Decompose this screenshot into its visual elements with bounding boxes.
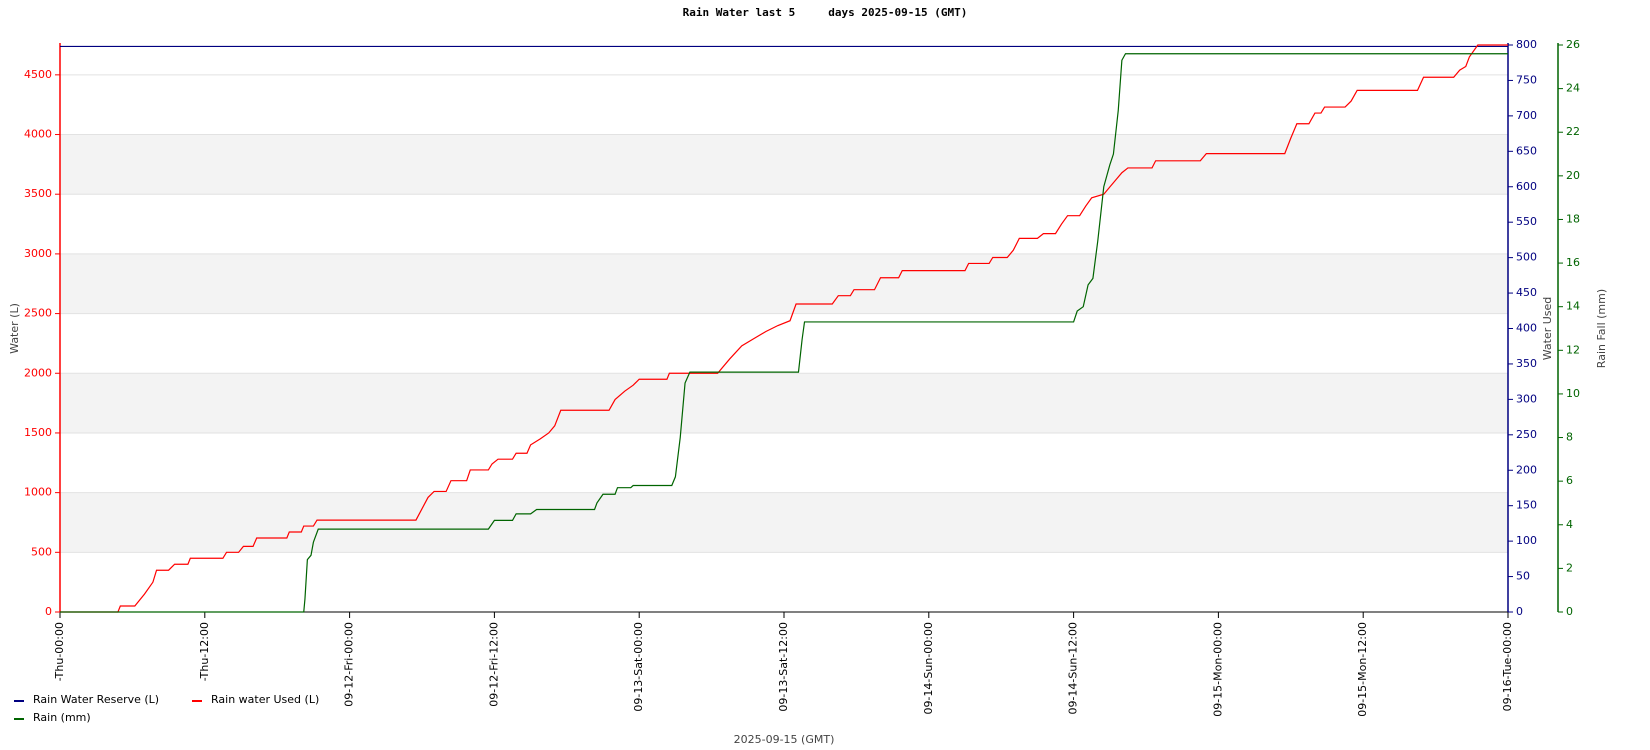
x-tick-label: -Thu-12:00 [198, 622, 211, 681]
series-line [60, 53, 1508, 613]
y-tick-label: 1000 [24, 486, 52, 499]
y2-tick-label: 100 [1516, 534, 1537, 547]
y3-tick-label: 10 [1566, 387, 1580, 400]
y3-tick-label: 2 [1566, 561, 1573, 574]
y2-tick-label: 350 [1516, 357, 1537, 370]
x-tick-label: 09-15-Mon-12:00 [1356, 622, 1369, 717]
legend-label: Rain water Used (L) [211, 693, 319, 706]
y2-tick-label: 450 [1516, 286, 1537, 299]
y3-tick-label: 12 [1566, 343, 1580, 356]
x-axis-title: 2025-09-15 (GMT) [734, 733, 835, 746]
y-axis-title: Water (L) [8, 303, 21, 354]
y-tick-label: 1500 [24, 426, 52, 439]
y-tick-label: 500 [31, 545, 52, 558]
y2-tick-label: 400 [1516, 322, 1537, 335]
grid-band [60, 134, 1508, 195]
y2-tick-label: 250 [1516, 428, 1537, 441]
legend-label: Rain (mm) [33, 711, 91, 724]
y3-tick-label: 22 [1566, 125, 1580, 138]
y3-tick-label: 16 [1566, 256, 1580, 269]
x-tick-label: 09-12-Fri-12:00 [487, 622, 500, 707]
y3-tick-label: 0 [1566, 605, 1573, 618]
y3-tick-label: 20 [1566, 169, 1580, 182]
y2-tick-label: 800 [1516, 38, 1537, 51]
y2-tick-label: 200 [1516, 463, 1537, 476]
y-tick-label: 2000 [24, 366, 52, 379]
grid-band [60, 373, 1508, 433]
y-tick-label: 0 [45, 605, 52, 618]
y3-tick-label: 24 [1566, 82, 1580, 95]
y3-tick-label: 18 [1566, 212, 1580, 225]
y2-tick-label: 150 [1516, 499, 1537, 512]
y-tick-label: 4000 [24, 128, 52, 141]
grid-band [60, 492, 1508, 553]
y2-tick-label: 0 [1516, 605, 1523, 618]
y3-tick-label: 14 [1566, 300, 1580, 313]
y3-tick-label: 26 [1566, 38, 1580, 51]
y2-tick-label: 750 [1516, 73, 1537, 86]
y2-tick-label: 50 [1516, 570, 1530, 583]
y3-tick-label: 8 [1566, 431, 1573, 444]
y2-tick-label: 300 [1516, 392, 1537, 405]
y3-tick-label: 6 [1566, 474, 1573, 487]
y2-tick-label: 700 [1516, 109, 1537, 122]
x-tick-label: 09-13-Sat-12:00 [777, 622, 790, 712]
x-tick-label: 09-13-Sat-00:00 [632, 622, 645, 712]
y-tick-label: 3000 [24, 247, 52, 260]
y-tick-label: 3500 [24, 187, 52, 200]
legend-label: Rain Water Reserve (L) [33, 693, 159, 706]
grid-band [60, 253, 1508, 314]
y2-tick-label: 650 [1516, 144, 1537, 157]
chart-title: Rain Water last 5 days 2025-09-15 (GMT) [683, 6, 968, 19]
y3-tick-label: 4 [1566, 518, 1573, 531]
y2-tick-label: 600 [1516, 180, 1537, 193]
x-tick-label: 09-16-Tue-00:00 [1501, 622, 1514, 711]
x-tick-label: 09-15-Mon-00:00 [1211, 622, 1224, 717]
x-tick-label: 09-14-Sun-00:00 [922, 622, 935, 715]
y3-axis-title: Rain Fall (mm) [1595, 289, 1608, 368]
x-tick-label: 09-12-Fri-00:00 [343, 622, 356, 707]
y2-tick-label: 500 [1516, 251, 1537, 264]
y-tick-label: 4500 [24, 68, 52, 81]
x-tick-label: -Thu-00:00 [53, 622, 66, 681]
y2-axis-title: Water Used [1541, 297, 1554, 361]
y-tick-label: 2500 [24, 307, 52, 320]
series-line [60, 44, 1508, 613]
x-tick-label: 09-14-Sun-12:00 [1067, 622, 1080, 715]
y2-tick-label: 550 [1516, 215, 1537, 228]
